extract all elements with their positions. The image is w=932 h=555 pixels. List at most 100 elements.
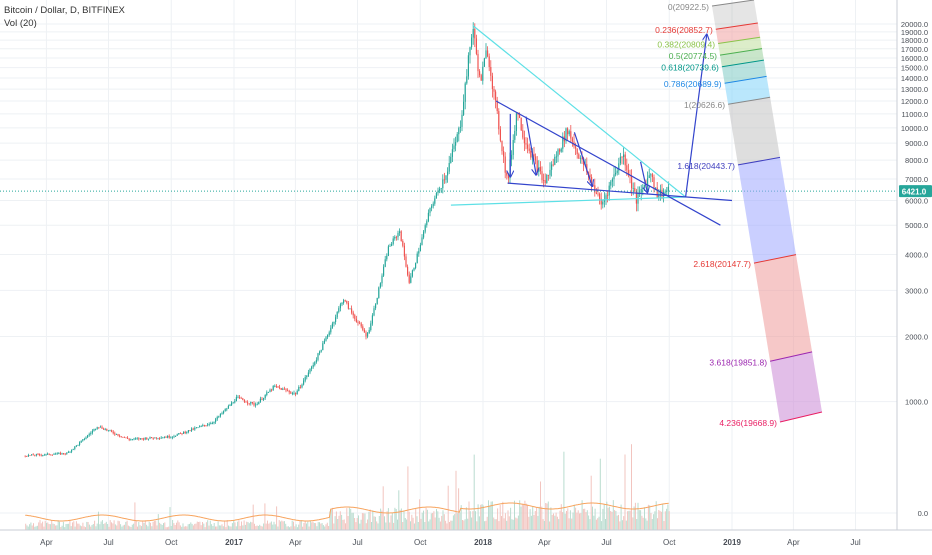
- volume-bar: [209, 520, 211, 530]
- volume-bar: [380, 508, 382, 530]
- candle-body: [271, 389, 273, 391]
- candle-body: [119, 435, 121, 437]
- candle-body: [95, 428, 97, 430]
- volume-bar: [183, 526, 185, 530]
- volume-bar: [173, 523, 175, 530]
- candle-body: [479, 71, 481, 76]
- candle-body: [515, 113, 517, 131]
- volume-bar: [416, 516, 418, 530]
- candle-body: [381, 275, 383, 284]
- volume-bar: [425, 507, 427, 530]
- volume-bar: [343, 519, 345, 530]
- candle-body: [77, 444, 79, 446]
- candle-body: [223, 411, 225, 414]
- candle-body: [211, 423, 213, 424]
- candle-body: [655, 187, 657, 189]
- candle-body: [426, 221, 428, 226]
- volume-bar: [475, 511, 476, 530]
- volume-bar: [79, 525, 81, 530]
- candle-body: [91, 430, 93, 433]
- volume-bars: [25, 444, 670, 530]
- candle-body: [570, 131, 572, 139]
- volume-bar: [94, 520, 96, 530]
- volume-bar: [334, 516, 336, 530]
- volume-bar: [546, 503, 548, 530]
- candle-body: [415, 263, 417, 269]
- candle-body: [485, 50, 487, 59]
- volume-bar: [348, 507, 350, 530]
- volume-bar: [92, 524, 94, 530]
- volume-bar: [607, 507, 609, 530]
- volume-bar: [81, 526, 83, 530]
- fib-level-label: 0.236(20852.7): [655, 25, 713, 35]
- volume-bar: [238, 520, 240, 530]
- volume-bar: [668, 511, 670, 530]
- candle-body: [61, 453, 63, 455]
- volume-bar: [277, 526, 279, 530]
- time-tick-label: Oct: [663, 538, 676, 547]
- volume-bar: [308, 526, 310, 530]
- volume-bar: [272, 524, 274, 530]
- volume-bar: [495, 519, 497, 530]
- candle-body: [407, 266, 409, 275]
- fib-level-line: [737, 156, 781, 166]
- last-price-label: 6421.0: [902, 188, 927, 197]
- volume-bar: [637, 502, 639, 530]
- volume-bar: [581, 500, 583, 530]
- candle-body: [103, 428, 105, 430]
- volume-bar: [538, 506, 540, 530]
- volume-bar: [190, 522, 192, 530]
- volume-bar: [179, 525, 181, 530]
- candle-body: [205, 425, 207, 426]
- volume-bar: [337, 519, 339, 530]
- volume-bar: [263, 523, 265, 530]
- price-tick-label: 13000.0: [901, 85, 928, 94]
- candle-body: [634, 188, 636, 192]
- volume-bar: [268, 523, 270, 530]
- candle-body: [322, 343, 324, 351]
- candle-body: [592, 185, 594, 187]
- volume-bar: [66, 523, 68, 530]
- volume-bar: [87, 522, 89, 530]
- candle-body: [464, 83, 466, 102]
- candle-body: [55, 453, 57, 455]
- volume-bar: [553, 513, 554, 530]
- candle-body: [355, 318, 357, 322]
- volume-bar: [415, 509, 417, 530]
- volume-bar: [166, 527, 168, 530]
- candle-body: [331, 323, 333, 328]
- volume-bar: [528, 516, 530, 530]
- volume-bar: [26, 525, 28, 530]
- volume-bar: [547, 501, 549, 530]
- chart-legend: Bitcoin / Dollar, D, BITFINEX Vol (20): [4, 4, 125, 30]
- volume-bar: [545, 503, 547, 530]
- volume-bar: [404, 518, 406, 530]
- volume-bar: [244, 524, 246, 530]
- candle-body: [216, 417, 218, 420]
- volume-bar: [633, 506, 635, 530]
- fib-level-label: 0.5(20774.5): [669, 51, 717, 61]
- candle-body: [568, 131, 570, 135]
- candle-body: [319, 351, 321, 354]
- price-tick-label: 16000.0: [901, 54, 928, 63]
- volume-bar: [39, 520, 41, 530]
- candle-body: [181, 433, 183, 434]
- candle-body: [483, 58, 485, 67]
- candle-body: [397, 232, 399, 238]
- volume-bar: [490, 501, 492, 530]
- candle-body: [541, 171, 543, 181]
- volume-bar: [182, 523, 184, 530]
- candle-body: [605, 195, 607, 200]
- volume-bar: [631, 444, 632, 530]
- volume-bar: [276, 506, 278, 530]
- volume-bar: [439, 521, 441, 530]
- candle-body: [328, 332, 330, 335]
- volume-bar: [181, 526, 183, 530]
- volume-bar: [124, 524, 125, 530]
- volume-bar: [47, 522, 49, 530]
- volume-bar: [351, 512, 353, 530]
- volume-bar: [226, 520, 228, 530]
- volume-bar: [550, 507, 552, 530]
- volume-bar: [361, 513, 363, 530]
